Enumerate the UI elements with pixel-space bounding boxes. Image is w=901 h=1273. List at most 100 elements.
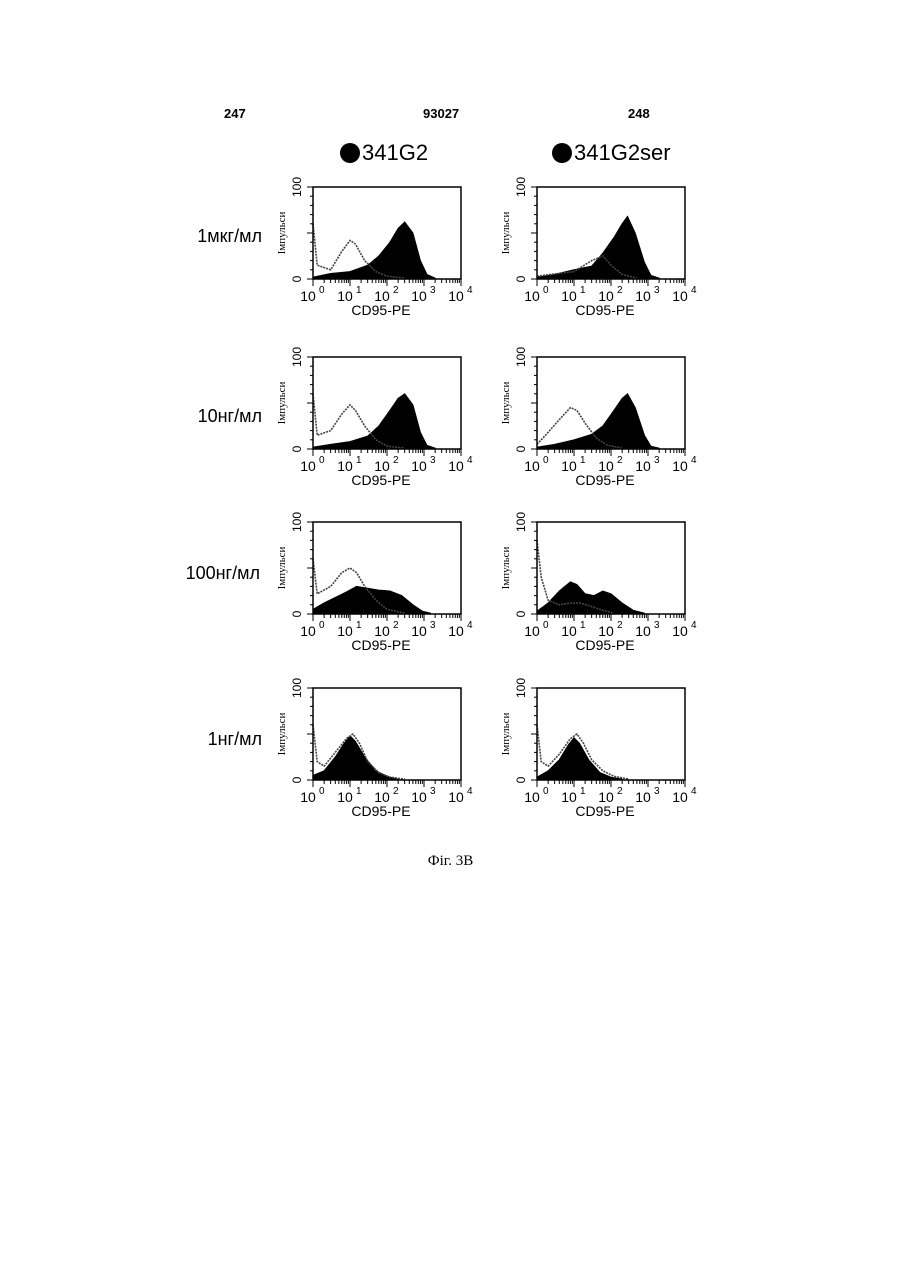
x-tick-exponent: 3: [430, 455, 436, 466]
x-tick-label: 10: [300, 789, 316, 805]
x-tick-exponent: 3: [430, 786, 436, 797]
x-tick-label: 10: [524, 288, 540, 304]
x-tick-exponent: 0: [319, 285, 325, 296]
y-axis-label: Імпульси: [276, 712, 288, 755]
x-axis-label: CD95-PE: [575, 302, 634, 318]
column-title-text: 341G2: [362, 140, 428, 166]
histogram-panel: 1001011021031040100CD95-PEІмпульси: [487, 345, 717, 505]
y-tick-label: 100: [290, 347, 304, 367]
filled-histogram: [313, 394, 435, 449]
x-tick-exponent: 0: [543, 786, 549, 797]
x-tick-exponent: 1: [356, 455, 362, 466]
x-tick-label: 10: [672, 623, 688, 639]
y-axis-label: Імпульси: [500, 211, 512, 254]
histogram-panel: 1001011021031040100CD95-PEІмпульси: [263, 510, 493, 670]
x-tick-label: 10: [411, 623, 427, 639]
x-tick-label: 10: [635, 789, 651, 805]
x-tick-label: 10: [448, 288, 464, 304]
x-tick-label: 10: [672, 789, 688, 805]
x-tick-exponent: 1: [356, 786, 362, 797]
y-tick-label: 0: [290, 610, 304, 617]
x-tick-exponent: 4: [467, 620, 473, 631]
y-axis-label: Імпульси: [276, 211, 288, 254]
y-tick-label: 100: [290, 512, 304, 532]
histogram-panel: 1001011021031040100CD95-PEІмпульси: [263, 345, 493, 505]
x-tick-exponent: 4: [467, 285, 473, 296]
x-tick-exponent: 4: [467, 455, 473, 466]
x-tick-exponent: 2: [393, 620, 399, 631]
y-tick-label: 100: [514, 678, 528, 698]
x-tick-exponent: 4: [691, 786, 697, 797]
figure-caption: Фіг. 3В: [0, 853, 901, 870]
filled-histogram: [537, 582, 644, 614]
histogram-panel: 1001011021031040100CD95-PEІмпульси: [263, 175, 493, 335]
x-tick-exponent: 3: [654, 455, 660, 466]
x-tick-label: 10: [524, 623, 540, 639]
row-label: 100нг/мл: [150, 563, 260, 584]
histogram-panel: 1001011021031040100CD95-PEІмпульси: [487, 510, 717, 670]
row-label: 10нг/мл: [152, 406, 262, 427]
x-tick-exponent: 1: [356, 285, 362, 296]
x-tick-label: 10: [635, 288, 651, 304]
row-label: 1мкг/мл: [152, 226, 262, 247]
histogram-panel: 1001011021031040100CD95-PEІмпульси: [487, 676, 717, 836]
y-axis-label: Імпульси: [500, 546, 512, 589]
x-axis-label: CD95-PE: [575, 637, 634, 653]
x-tick-exponent: 3: [654, 620, 660, 631]
x-tick-exponent: 4: [691, 285, 697, 296]
x-tick-exponent: 0: [319, 455, 325, 466]
x-tick-exponent: 0: [543, 285, 549, 296]
x-tick-exponent: 4: [691, 455, 697, 466]
x-tick-exponent: 4: [467, 786, 473, 797]
x-tick-label: 10: [411, 458, 427, 474]
x-tick-exponent: 1: [580, 285, 586, 296]
patent-number: 93027: [423, 106, 459, 121]
x-tick-exponent: 1: [580, 786, 586, 797]
x-tick-exponent: 2: [617, 620, 623, 631]
x-tick-exponent: 2: [617, 455, 623, 466]
filled-histogram: [313, 736, 398, 780]
row-label: 1нг/мл: [152, 729, 262, 750]
x-tick-label: 10: [524, 458, 540, 474]
y-tick-label: 100: [514, 512, 528, 532]
y-tick-label: 100: [290, 678, 304, 698]
column-title-text: 341G2ser: [574, 140, 671, 166]
x-tick-label: 10: [300, 458, 316, 474]
x-tick-exponent: 0: [543, 455, 549, 466]
y-axis-label: Імпульси: [500, 712, 512, 755]
x-tick-exponent: 4: [691, 620, 697, 631]
bullet-icon: [552, 143, 572, 163]
x-tick-exponent: 2: [617, 786, 623, 797]
column-title-341G2ser: 341G2ser: [552, 140, 671, 166]
y-tick-label: 0: [514, 776, 528, 783]
filled-histogram: [313, 586, 431, 614]
y-axis-label: Імпульси: [276, 381, 288, 424]
x-tick-exponent: 2: [617, 285, 623, 296]
y-axis-label: Імпульси: [500, 381, 512, 424]
y-axis-label: Імпульси: [276, 546, 288, 589]
x-tick-exponent: 3: [430, 620, 436, 631]
x-axis-label: CD95-PE: [351, 472, 410, 488]
x-tick-exponent: 3: [430, 285, 436, 296]
histogram-panel: 1001011021031040100CD95-PEІмпульси: [263, 676, 493, 836]
x-tick-label: 10: [448, 458, 464, 474]
x-tick-label: 10: [524, 789, 540, 805]
x-tick-label: 10: [448, 623, 464, 639]
page-number-left: 247: [224, 106, 246, 121]
column-title-341G2: 341G2: [340, 140, 428, 166]
x-axis-label: CD95-PE: [575, 472, 634, 488]
y-tick-label: 0: [514, 275, 528, 282]
x-tick-exponent: 0: [543, 620, 549, 631]
page-number-right: 248: [628, 106, 650, 121]
x-tick-exponent: 3: [654, 786, 660, 797]
filled-histogram: [537, 394, 659, 449]
filled-histogram: [537, 216, 659, 279]
y-tick-label: 0: [290, 776, 304, 783]
x-tick-label: 10: [300, 288, 316, 304]
x-tick-exponent: 3: [654, 285, 660, 296]
y-tick-label: 0: [514, 445, 528, 452]
x-axis-label: CD95-PE: [575, 803, 634, 819]
histogram-panel: 1001011021031040100CD95-PEІмпульси: [487, 175, 717, 335]
x-tick-label: 10: [411, 288, 427, 304]
y-tick-label: 0: [290, 445, 304, 452]
